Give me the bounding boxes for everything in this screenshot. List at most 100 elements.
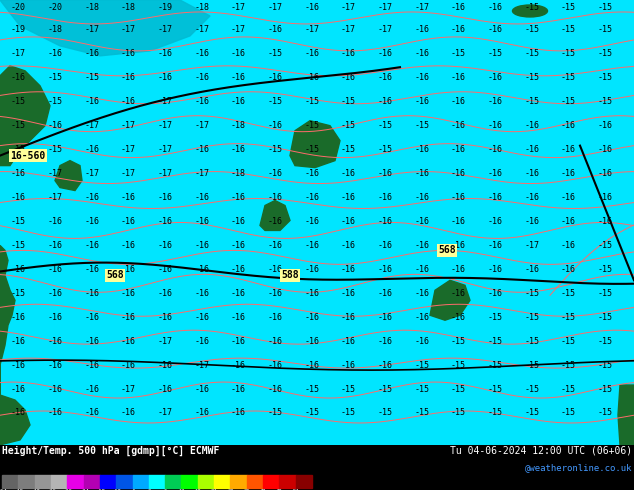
Text: -36: -36 — [46, 489, 56, 490]
Text: -16: -16 — [488, 145, 503, 154]
Text: -15: -15 — [268, 97, 283, 106]
Polygon shape — [290, 121, 340, 168]
Bar — [51, 475, 67, 488]
Text: -15: -15 — [11, 97, 25, 106]
Text: -16: -16 — [120, 361, 136, 369]
Text: -16: -16 — [231, 241, 245, 250]
Text: -15: -15 — [597, 74, 612, 82]
Text: -16: -16 — [268, 289, 283, 298]
Text: -16: -16 — [84, 265, 100, 274]
Text: -15: -15 — [560, 3, 576, 12]
Text: -17: -17 — [377, 25, 392, 34]
Text: -12: -12 — [112, 489, 121, 490]
Text: -15: -15 — [340, 385, 356, 393]
Text: -16: -16 — [157, 241, 172, 250]
Text: -15: -15 — [377, 385, 392, 393]
Text: -17: -17 — [157, 97, 172, 106]
Text: -54: -54 — [0, 489, 7, 490]
Text: -16: -16 — [488, 3, 503, 12]
Text: -16: -16 — [48, 337, 63, 345]
Text: -16: -16 — [48, 385, 63, 393]
Text: -16: -16 — [377, 361, 392, 369]
Text: -16: -16 — [451, 241, 465, 250]
Text: -15: -15 — [560, 289, 576, 298]
Text: -15: -15 — [488, 385, 503, 393]
Bar — [263, 475, 280, 488]
Text: -16: -16 — [377, 49, 392, 58]
Bar — [67, 475, 84, 488]
Bar — [116, 475, 133, 488]
Text: -15: -15 — [488, 409, 503, 417]
Text: -16: -16 — [451, 169, 465, 178]
Text: -16: -16 — [340, 193, 356, 202]
Text: -15: -15 — [11, 145, 25, 154]
Text: -16: -16 — [231, 217, 245, 226]
Text: -16: -16 — [157, 385, 172, 393]
Text: -16: -16 — [84, 193, 100, 202]
Text: -15: -15 — [451, 361, 465, 369]
Text: -16: -16 — [268, 193, 283, 202]
Text: -16: -16 — [488, 217, 503, 226]
Text: -15: -15 — [268, 409, 283, 417]
Text: -16: -16 — [84, 313, 100, 322]
Text: -16: -16 — [415, 337, 429, 345]
Text: -17: -17 — [120, 385, 136, 393]
Bar — [133, 475, 149, 488]
Text: -16: -16 — [304, 241, 320, 250]
Text: -16: -16 — [340, 313, 356, 322]
Bar — [280, 475, 295, 488]
Text: -16: -16 — [120, 241, 136, 250]
Text: -15: -15 — [597, 3, 612, 12]
Text: -16: -16 — [120, 265, 136, 274]
Text: -15: -15 — [488, 49, 503, 58]
Text: -16: -16 — [377, 193, 392, 202]
Bar — [295, 475, 312, 488]
Polygon shape — [55, 161, 82, 191]
Text: -15: -15 — [597, 265, 612, 274]
Text: -16: -16 — [157, 49, 172, 58]
Text: -16: -16 — [377, 241, 392, 250]
Bar — [18, 475, 35, 488]
Text: -16: -16 — [304, 169, 320, 178]
Text: -16: -16 — [48, 409, 63, 417]
Text: -16: -16 — [48, 217, 63, 226]
Text: -15: -15 — [415, 361, 429, 369]
Text: -15: -15 — [524, 385, 540, 393]
Text: -18: -18 — [48, 25, 63, 34]
Text: -16: -16 — [231, 97, 245, 106]
Text: -16: -16 — [488, 193, 503, 202]
Text: -16: -16 — [597, 145, 612, 154]
Text: -15: -15 — [340, 121, 356, 130]
Text: -15: -15 — [597, 289, 612, 298]
Text: -16: -16 — [11, 385, 25, 393]
Text: -15: -15 — [560, 409, 576, 417]
Text: -16: -16 — [231, 49, 245, 58]
Text: -17: -17 — [415, 3, 429, 12]
Text: -18: -18 — [195, 3, 209, 12]
Text: -16: -16 — [157, 217, 172, 226]
Text: -16: -16 — [524, 169, 540, 178]
Text: -15: -15 — [11, 241, 25, 250]
Text: -16: -16 — [157, 361, 172, 369]
Text: -15: -15 — [524, 313, 540, 322]
Text: -15: -15 — [597, 337, 612, 345]
Text: -16: -16 — [195, 74, 209, 82]
Text: -16: -16 — [268, 313, 283, 322]
Text: -16: -16 — [451, 121, 465, 130]
Text: -16: -16 — [120, 409, 136, 417]
Text: -16: -16 — [377, 289, 392, 298]
Text: -16: -16 — [377, 169, 392, 178]
Text: -24: -24 — [79, 489, 89, 490]
Text: -16: -16 — [415, 25, 429, 34]
Text: -15: -15 — [560, 361, 576, 369]
Text: -16: -16 — [415, 313, 429, 322]
Text: -17: -17 — [157, 25, 172, 34]
Text: -16: -16 — [377, 265, 392, 274]
Text: -16: -16 — [84, 49, 100, 58]
Text: 30: 30 — [227, 489, 234, 490]
Text: -16: -16 — [560, 169, 576, 178]
Text: -15: -15 — [48, 97, 63, 106]
Text: -16: -16 — [415, 97, 429, 106]
Text: -17: -17 — [195, 169, 209, 178]
Text: -16: -16 — [157, 265, 172, 274]
